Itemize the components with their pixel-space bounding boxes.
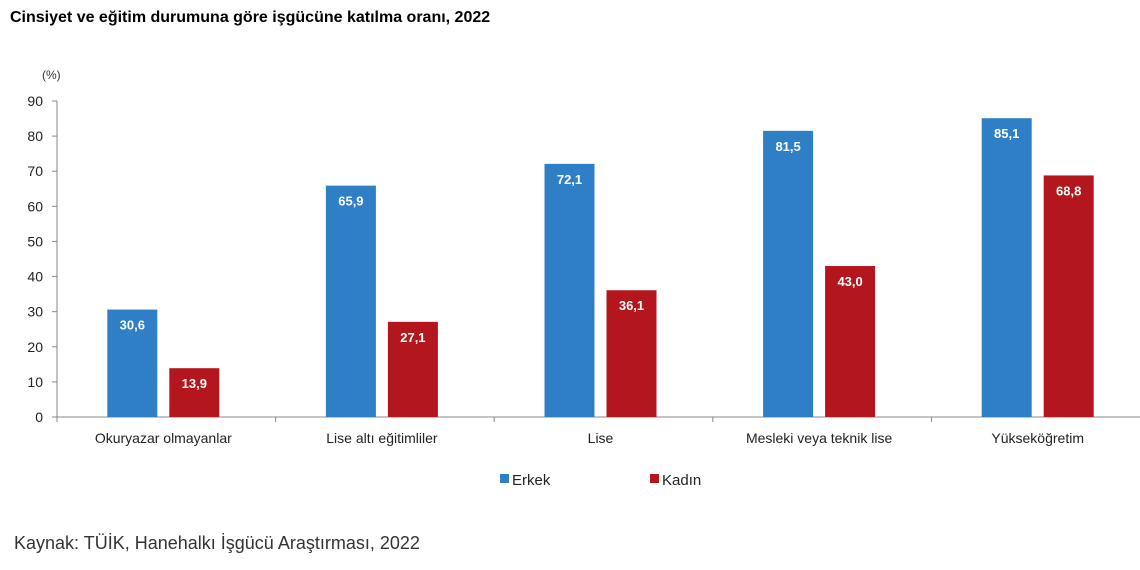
y-axis-unit: (%) — [42, 68, 61, 82]
bar-kadın — [387, 321, 438, 417]
data-label: 13,9 — [182, 376, 207, 391]
y-tick-label: 30 — [27, 304, 43, 320]
bar-kadın — [169, 368, 220, 417]
y-tick-label: 40 — [27, 269, 43, 285]
legend-swatch — [650, 474, 659, 483]
data-label: 65,9 — [338, 194, 363, 209]
bar-erkek — [544, 163, 595, 417]
y-tick-label: 70 — [27, 163, 43, 179]
data-label: 36,1 — [619, 298, 644, 313]
data-label: 27,1 — [400, 330, 425, 345]
bar-erkek — [981, 118, 1032, 418]
legend-label: Erkek — [512, 472, 551, 489]
x-tick-label: Mesleki veya teknik lise — [746, 430, 892, 446]
y-tick-label: 10 — [27, 374, 43, 390]
data-label: 85,1 — [994, 126, 1019, 141]
legend-label: Kadın — [662, 472, 701, 489]
chart-title: Cinsiyet ve eğitim durumuna göre işgücün… — [10, 9, 490, 26]
x-tick-label: Lise — [588, 430, 614, 446]
y-tick-label: 50 — [27, 233, 43, 249]
y-tick-label: 90 — [27, 93, 43, 109]
bar-kadın — [825, 266, 876, 417]
y-tick-label: 20 — [27, 339, 43, 355]
legend-swatch — [500, 474, 509, 483]
y-tick-label: 0 — [35, 409, 43, 425]
x-tick-label: Okuryazar olmayanlar — [95, 430, 232, 446]
y-tick-label: 80 — [27, 128, 43, 144]
bar-erkek — [107, 309, 158, 417]
source-note: Kaynak: TÜİK, Hanehalkı İşgücü Araştırma… — [14, 533, 420, 553]
bar-erkek — [763, 130, 814, 417]
x-tick-label: Yükseköğretim — [991, 430, 1084, 446]
y-tick-label: 60 — [27, 198, 43, 214]
x-tick-label: Lise altı eğitimliler — [326, 430, 438, 446]
bar-erkek — [325, 185, 376, 417]
data-label: 43,0 — [837, 274, 862, 289]
bar-kadın — [606, 290, 657, 417]
data-label: 30,6 — [120, 318, 145, 333]
bar-kadın — [1043, 175, 1094, 417]
data-label: 81,5 — [775, 139, 800, 154]
data-label: 68,8 — [1056, 183, 1081, 198]
data-label: 72,1 — [557, 172, 582, 187]
